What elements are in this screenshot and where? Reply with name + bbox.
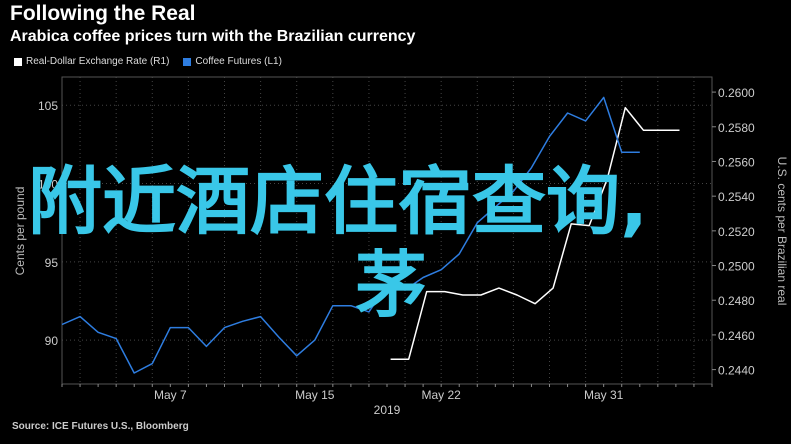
y-tick-label-right: 0.2500 bbox=[718, 260, 755, 274]
x-tick-label: May 22 bbox=[421, 388, 461, 402]
y-tick-label-right: 0.2600 bbox=[718, 86, 755, 100]
y-axis-label-right: U.S. cents per Brazilian real bbox=[775, 157, 789, 306]
y-tick-label-right: 0.2440 bbox=[718, 364, 755, 378]
x-axis-label: 2019 bbox=[374, 403, 401, 417]
y-tick-label-right: 0.2460 bbox=[718, 329, 755, 343]
series-group bbox=[61, 96, 680, 374]
chart-subtitle: Arabica coffee prices turn with the Braz… bbox=[10, 28, 416, 45]
series-line-exchange-rate bbox=[390, 106, 680, 360]
x-tick-label: May 15 bbox=[295, 388, 335, 402]
legend-item-coffee-futures: Coffee Futures (L1) bbox=[183, 56, 282, 67]
legend: Real-Dollar Exchange Rate (R1) Coffee Fu… bbox=[14, 56, 282, 67]
legend-swatch-coffee-futures bbox=[183, 57, 192, 66]
source-note: Source: ICE Futures U.S., Bloomberg bbox=[12, 421, 189, 432]
legend-swatch-exchange-rate bbox=[14, 57, 22, 66]
legend-label-exchange-rate: Real-Dollar Exchange Rate (R1) bbox=[26, 56, 170, 67]
plot-frame bbox=[61, 76, 713, 385]
legend-label-coffee-futures: Coffee Futures (L1) bbox=[195, 56, 282, 67]
chart-title: Following the Real bbox=[10, 2, 196, 25]
y-tick-label-left: 105 bbox=[38, 99, 58, 113]
legend-item-exchange-rate: Real-Dollar Exchange Rate (R1) bbox=[14, 56, 169, 67]
y-tick-label-right: 0.2480 bbox=[718, 294, 755, 308]
x-tick-label: May 7 bbox=[154, 388, 187, 402]
x-tick-label: May 31 bbox=[584, 388, 624, 402]
y-tick-label-right: 0.2520 bbox=[718, 225, 755, 239]
series-line-coffee-futures bbox=[61, 96, 640, 374]
gridlines bbox=[62, 77, 712, 384]
y-tick-label-left: 95 bbox=[45, 256, 59, 270]
y-tick-label-left: 100 bbox=[38, 178, 58, 192]
y-tick-label-right: 0.2580 bbox=[718, 121, 755, 135]
y-tick-label-left: 90 bbox=[45, 334, 59, 348]
tick-labels: 90 95 100 105 0.2440 0.2460 0.2480 0.2500 0.2520… bbox=[38, 86, 755, 402]
y-tick-label-right: 0.2560 bbox=[718, 155, 755, 169]
y-tick-label-right: 0.2540 bbox=[718, 190, 755, 204]
y-axis-label-left: Cents per pound bbox=[13, 187, 27, 276]
